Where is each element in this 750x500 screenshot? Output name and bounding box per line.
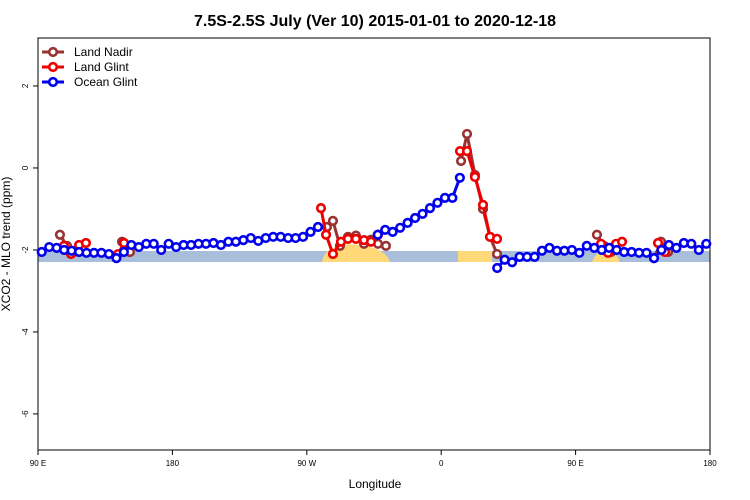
- y-tick-label: -6: [21, 410, 30, 418]
- point: [417, 208, 428, 219]
- point: [693, 244, 704, 256]
- x-tick-label: 0: [439, 459, 444, 468]
- point: [327, 215, 339, 226]
- y-tick-label: -2: [21, 246, 30, 254]
- point: [454, 172, 465, 183]
- point: [461, 128, 473, 140]
- legend-label: Ocean Glint: [74, 75, 138, 89]
- point: [327, 248, 339, 260]
- point: [656, 244, 667, 256]
- point: [477, 199, 489, 210]
- x-tick-label: 180: [166, 459, 180, 468]
- legend-marker: [47, 76, 59, 88]
- y-tick-label: 0: [21, 165, 30, 170]
- point: [469, 171, 481, 183]
- point: [461, 146, 473, 157]
- point: [507, 257, 518, 268]
- land-patch: [458, 251, 492, 262]
- point: [574, 247, 585, 258]
- y-axis-label: XCO2 - MLO trend (ppm): [0, 177, 13, 312]
- point: [616, 236, 628, 247]
- point: [118, 246, 129, 258]
- point: [372, 229, 383, 240]
- legend-label: Land Nadir: [74, 45, 133, 59]
- point: [529, 251, 540, 263]
- point: [297, 231, 309, 242]
- legend-marker: [47, 46, 59, 58]
- point: [701, 238, 712, 249]
- point: [395, 222, 406, 233]
- point: [492, 262, 503, 274]
- legend-label: Land Glint: [74, 60, 129, 74]
- x-tick-label: 180: [703, 459, 717, 468]
- point: [648, 253, 660, 264]
- point: [432, 197, 443, 208]
- point: [380, 240, 392, 251]
- point: [491, 248, 503, 260]
- point: [686, 238, 697, 249]
- point: [491, 233, 503, 244]
- x-tick-label: 90 W: [297, 459, 316, 468]
- point: [111, 253, 122, 264]
- y-tick-label: -4: [21, 328, 30, 336]
- x-tick-label: 90 E: [567, 459, 583, 468]
- point: [80, 237, 92, 249]
- point: [455, 155, 467, 167]
- point: [312, 221, 324, 233]
- point: [156, 244, 167, 256]
- point: [671, 242, 682, 253]
- point: [365, 236, 377, 247]
- point: [409, 212, 421, 224]
- legend-marker: [47, 61, 59, 73]
- point: [350, 233, 362, 244]
- x-axis-label: Longitude: [349, 477, 402, 491]
- point: [591, 229, 603, 240]
- point: [424, 203, 436, 214]
- point: [320, 229, 332, 240]
- point: [54, 229, 66, 240]
- point: [305, 226, 316, 238]
- point: [342, 233, 354, 244]
- point: [103, 248, 115, 260]
- chart-title: 7.5S-2.5S July (Ver 10) 2015-01-01 to 20…: [194, 13, 556, 30]
- point: [641, 247, 652, 258]
- point: [402, 217, 413, 228]
- point: [447, 192, 458, 203]
- point: [387, 226, 398, 238]
- y-tick-label: 2: [21, 83, 30, 88]
- point: [148, 238, 159, 249]
- point: [315, 203, 327, 214]
- x-tick-label: 90 E: [30, 459, 46, 468]
- point: [36, 246, 47, 258]
